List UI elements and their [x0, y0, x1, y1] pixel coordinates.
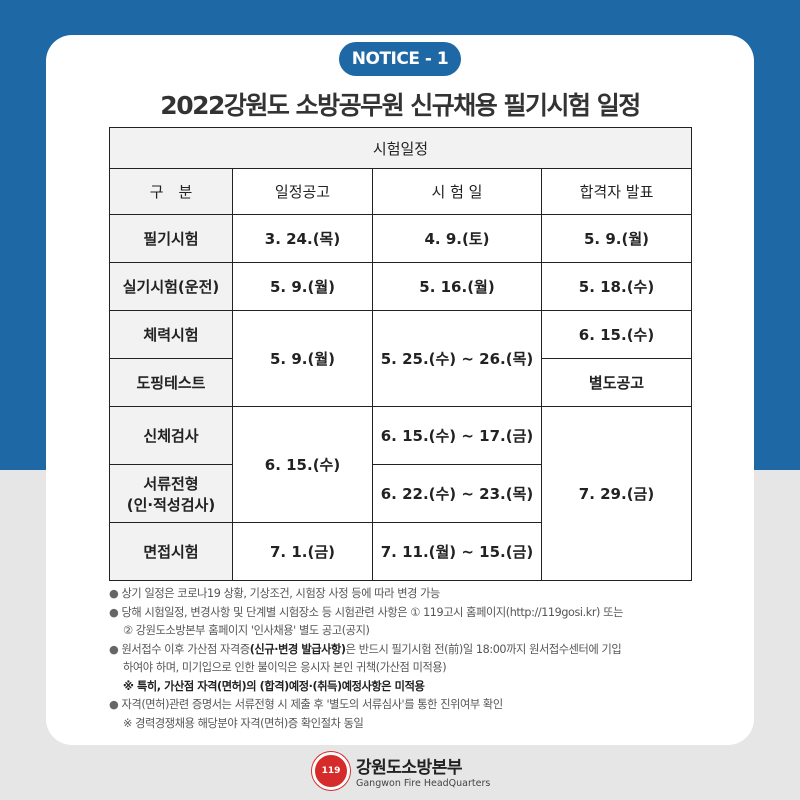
table-row: 도핑테스트 별도공고: [109, 358, 692, 407]
row-label: 신체검사: [109, 406, 233, 465]
cell-result: 5. 9.(월): [541, 214, 692, 263]
table-row: 체력시험 5. 9.(월) 5. 25.(수) ~ 26.(목) 6. 15.(…: [109, 310, 692, 407]
org-name-english: Gangwon Fire HeadQuarters: [356, 778, 491, 789]
fire-department-emblem-icon: 119: [312, 752, 350, 790]
note-text: ② 강원도소방본부 홈페이지 '인사채용' 별도 공고(공지): [123, 624, 370, 637]
note-text: 은 반드시 필기시험 전(前)일 18:00까지 원서접수센터에 기입: [345, 642, 622, 656]
header-result: 합격자 발표: [541, 168, 692, 215]
header-category: 구 분: [109, 168, 233, 215]
note-text: 당해 시험일정, 변경사항 및 단계별 시험장소 등 시험관련 사항은 ① 11…: [121, 605, 624, 619]
cell-notice: 3. 24.(목): [232, 214, 373, 263]
note-emphasis: ※ 특히, 가산점 자격(면허)의 (합격)예정·(취득)예정사항은 미적용: [123, 679, 425, 693]
cell-notice: 6. 15.(수): [232, 406, 373, 523]
table-row: 면접시험 7. 1.(금) 7. 11.(월) ~ 15.(금): [109, 522, 692, 581]
schedule-table: 시험일정 구 분 일정공고 시 험 일 합격자 발표 필기시험 3. 24.(목…: [109, 127, 692, 581]
row-label-line: (인·적성검사): [126, 495, 216, 514]
header-exam: 시 험 일: [372, 168, 542, 215]
note-text: 상기 일정은 코로나19 상황, 기상조건, 시험장 사정 등에 따라 변경 가…: [121, 587, 441, 600]
cell-exam: 4. 9.(토): [372, 214, 542, 263]
note-item: ● 자격(면허)관련 증명서는 서류전형 시 제출 후 '별도의 서류심사'를 …: [109, 698, 504, 711]
cell-notice: 5. 9.(월): [232, 262, 373, 311]
cell-exam: 6. 22.(수) ~ 23.(목): [372, 464, 542, 523]
row-label: 필기시험: [109, 214, 233, 263]
table-row: 신체검사 6. 15.(수) 6. 15.(수) ~ 17.(금) 7. 29.…: [109, 406, 692, 581]
cell-notice: 7. 1.(금): [232, 522, 373, 581]
cell-result: 6. 15.(수): [541, 310, 692, 359]
cell-exam: 6. 15.(수) ~ 17.(금): [372, 406, 542, 465]
table-row: 서류전형 (인·적성검사) 6. 22.(수) ~ 23.(목): [109, 464, 692, 523]
notes: ● 상기 일정은 코로나19 상황, 기상조건, 시험장 사정 등에 따라 변경…: [109, 585, 709, 733]
cell-exam: 7. 11.(월) ~ 15.(금): [372, 522, 542, 581]
note-item: ● 상기 일정은 코로나19 상황, 기상조건, 시험장 사정 등에 따라 변경…: [109, 587, 441, 600]
row-label: 도핑테스트: [109, 358, 233, 407]
table-row: 실기시험(운전) 5. 9.(월) 5. 16.(월) 5. 18.(수): [109, 262, 692, 311]
row-label: 면접시험: [109, 522, 233, 581]
table-caption: 시험일정: [109, 127, 692, 169]
cell-notice: 5. 9.(월): [232, 310, 373, 407]
table-row: 필기시험 3. 24.(목) 4. 9.(토) 5. 9.(월): [109, 214, 692, 263]
cell-result: 별도공고: [541, 358, 692, 407]
cell-exam: 5. 16.(월): [372, 262, 542, 311]
note-text: 원서접수 이후 가산점 자격증: [121, 642, 251, 656]
note-bold: (신규·변경 발급사항): [249, 642, 346, 656]
note-text: 하여야 하며, 미기입으로 인한 불이익은 응시자 본인 귀책(가산점 미적용): [123, 661, 447, 674]
notice-badge: NOTICE - 1: [339, 42, 461, 76]
note-item: ● 당해 시험일정, 변경사항 및 단계별 시험장소 등 시험관련 사항은 ① …: [109, 605, 624, 619]
row-label: 서류전형 (인·적성검사): [109, 464, 233, 523]
row-label-line: 서류전형: [143, 474, 199, 493]
footer-logo: 119 강원도소방본부 Gangwon Fire HeadQuarters: [312, 752, 490, 790]
org-name-korean: 강원도소방본부: [356, 758, 462, 778]
cell-exam: 5. 25.(수) ~ 26.(목): [372, 310, 542, 407]
row-label: 체력시험: [109, 310, 233, 359]
page-title: 2022강원도 소방공무원 신규채용 필기시험 일정: [160, 91, 641, 120]
cell-result: 7. 29.(금): [541, 406, 692, 581]
cell-result: 5. 18.(수): [541, 262, 692, 311]
note-item: ● 원서접수 이후 가산점 자격증(신규·변경 발급사항)은 반드시 필기시험 …: [109, 642, 622, 656]
note-text: ※ 경력경쟁채용 해당분야 자격(면허)증 확인절차 동일: [123, 716, 364, 730]
row-label: 실기시험(운전): [109, 262, 233, 311]
header-notice: 일정공고: [232, 168, 373, 215]
note-text: 자격(면허)관련 증명서는 서류전형 시 제출 후 '별도의 서류심사'를 통한…: [121, 698, 504, 711]
